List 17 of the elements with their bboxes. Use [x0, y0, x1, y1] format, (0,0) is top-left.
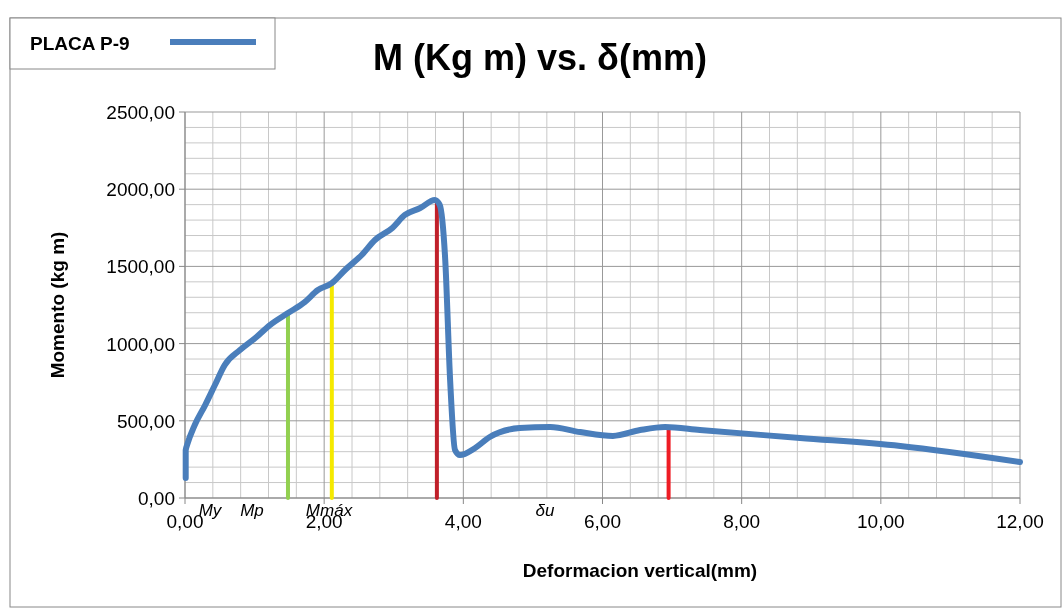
x-tick-label: 4,00 [444, 511, 482, 532]
y-tick-label: 1500,00 [106, 256, 175, 278]
y-tick-label: 2000,00 [106, 179, 175, 201]
text: Mp [240, 501, 264, 520]
chart-title: M (Kg m) vs. δ(mm) [373, 37, 707, 78]
text: δu [535, 501, 555, 520]
y-tick-label: 2500,00 [106, 102, 175, 123]
x-axis-title: Deformacion vertical(mm) [522, 560, 758, 581]
x-tick-label: 10,00 [857, 511, 905, 532]
x-tick-label: 12,00 [996, 511, 1044, 532]
legend-label: PLACA P-9 [30, 33, 130, 54]
x-tick-label: 6,00 [584, 511, 621, 532]
y-axis-title: Momento (kg m) [47, 231, 68, 379]
y-tick-label: 0,00 [138, 488, 175, 509]
x-tick-label: 8,00 [723, 511, 761, 532]
y-tick-label: 500,00 [116, 410, 175, 432]
y-tick-label: 1000,00 [106, 333, 175, 355]
